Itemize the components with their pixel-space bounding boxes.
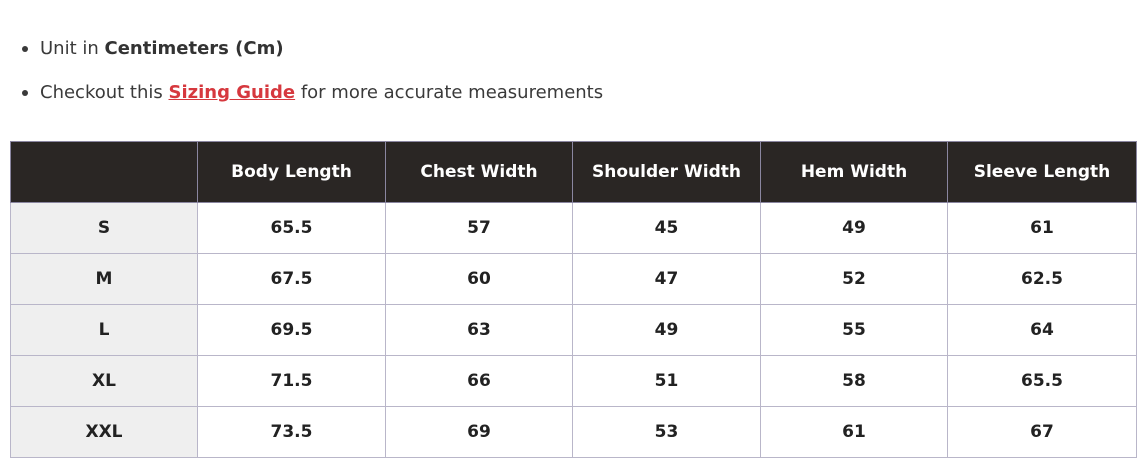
value-cell: 51	[572, 355, 761, 407]
table-row: XXL 73.5 69 53 61 67	[10, 406, 1137, 458]
bullet-icon	[22, 46, 28, 52]
size-cell: XXL	[10, 406, 198, 458]
value-cell: 64	[947, 304, 1137, 356]
checkout-suffix-text: for more accurate measurements	[295, 82, 604, 103]
value-cell: 53	[572, 406, 761, 458]
header-shoulder-width: Shoulder Width	[572, 141, 761, 203]
table-header-row: Body Length Chest Width Shoulder Width H…	[10, 141, 1137, 203]
unit-prefix-text: Unit in	[40, 38, 105, 59]
size-cell: S	[10, 202, 198, 254]
size-cell: L	[10, 304, 198, 356]
value-cell: 66	[385, 355, 573, 407]
table-row: XL 71.5 66 51 58 65.5	[10, 355, 1137, 407]
value-cell: 58	[760, 355, 948, 407]
value-cell: 45	[572, 202, 761, 254]
value-cell: 73.5	[197, 406, 386, 458]
unit-value-text: Centimeters (Cm)	[104, 38, 284, 59]
value-cell: 52	[760, 253, 948, 305]
guide-note: Checkout this Sizing Guide for more accu…	[20, 80, 603, 106]
sizing-guide-link[interactable]: Sizing Guide	[168, 82, 296, 103]
value-cell: 71.5	[197, 355, 386, 407]
value-cell: 60	[385, 253, 573, 305]
value-cell: 62.5	[947, 253, 1137, 305]
value-cell: 65.5	[197, 202, 386, 254]
size-notes-list: Unit in Centimeters (Cm) Checkout this S…	[20, 36, 603, 124]
value-cell: 67	[947, 406, 1137, 458]
header-chest-width: Chest Width	[385, 141, 573, 203]
value-cell: 47	[572, 253, 761, 305]
header-body-length: Body Length	[197, 141, 386, 203]
value-cell: 67.5	[197, 253, 386, 305]
unit-note: Unit in Centimeters (Cm)	[20, 36, 603, 62]
value-cell: 69.5	[197, 304, 386, 356]
header-sleeve-length: Sleeve Length	[947, 141, 1137, 203]
table-row: L 69.5 63 49 55 64	[10, 304, 1137, 356]
table-row: S 65.5 57 45 49 61	[10, 202, 1137, 254]
checkout-prefix-text: Checkout this	[40, 82, 169, 103]
value-cell: 57	[385, 202, 573, 254]
value-cell: 49	[760, 202, 948, 254]
value-cell: 49	[572, 304, 761, 356]
value-cell: 55	[760, 304, 948, 356]
bullet-icon	[22, 90, 28, 96]
size-chart-table: Body Length Chest Width Shoulder Width H…	[10, 141, 1137, 458]
value-cell: 69	[385, 406, 573, 458]
value-cell: 63	[385, 304, 573, 356]
value-cell: 61	[760, 406, 948, 458]
value-cell: 65.5	[947, 355, 1137, 407]
header-corner-cell	[10, 141, 198, 203]
header-hem-width: Hem Width	[760, 141, 948, 203]
size-cell: XL	[10, 355, 198, 407]
value-cell: 61	[947, 202, 1137, 254]
table-row: M 67.5 60 47 52 62.5	[10, 253, 1137, 305]
size-cell: M	[10, 253, 198, 305]
